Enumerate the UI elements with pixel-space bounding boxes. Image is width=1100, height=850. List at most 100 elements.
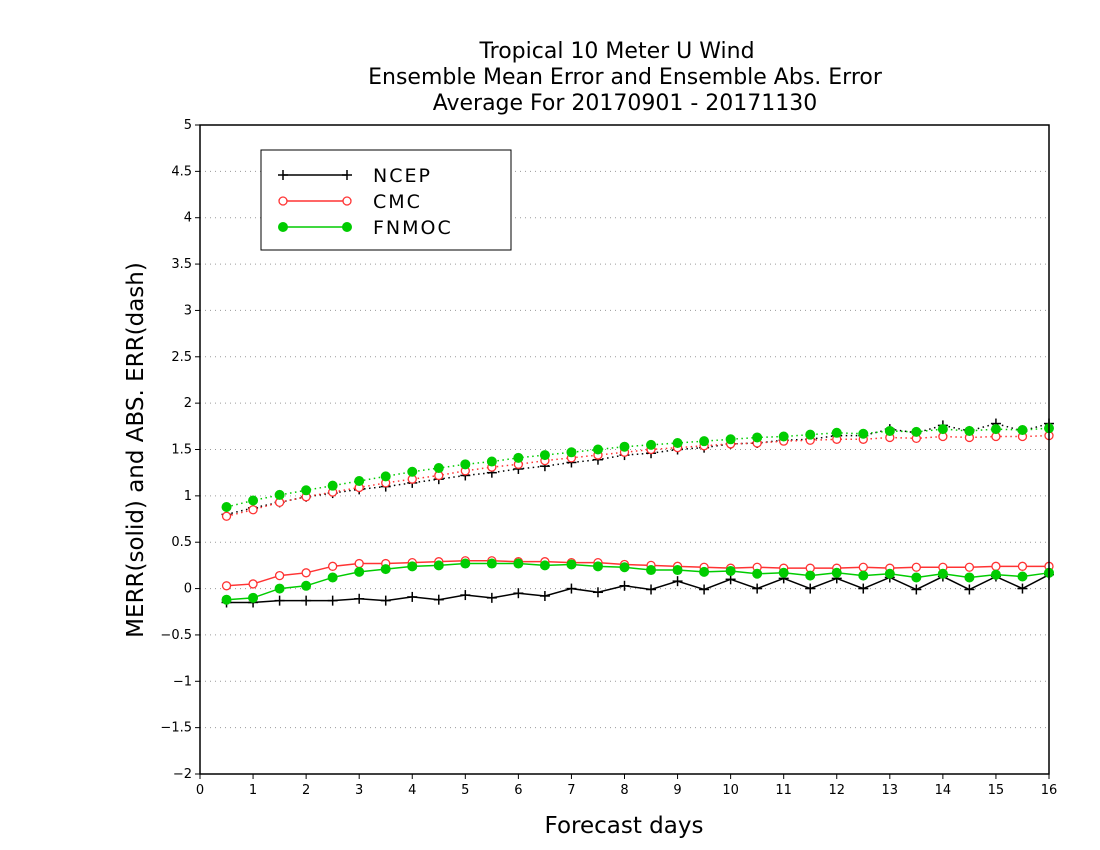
x-axis-ticks: 0 1 2 3 4 5 6 7 8 9 10 11 12 13 14 15 16	[196, 774, 1057, 798]
ncep-merr-point	[699, 584, 710, 595]
x-tick-label: 0	[196, 783, 204, 798]
legend-marker	[278, 196, 288, 206]
legend: NCEP CMC FNMOC	[260, 149, 512, 251]
ncep-merr-point	[646, 584, 657, 595]
ncep-merr-point	[592, 587, 603, 598]
legend-label: CMC	[373, 191, 422, 213]
series-layer	[221, 418, 1054, 608]
fnmoc-merr-point	[248, 592, 259, 603]
cmc-merr-point	[991, 561, 1001, 571]
fnmoc-merr-point	[433, 560, 444, 571]
legend-box	[260, 149, 512, 251]
fnmoc-abs-err-point	[460, 459, 471, 470]
fnmoc-merr-point	[354, 566, 365, 577]
fnmoc-merr-point	[274, 583, 285, 594]
chart-title-line-2: Ensemble Mean Error and Ensemble Abs. Er…	[368, 65, 883, 90]
legend-marker	[342, 196, 352, 206]
fnmoc-abs-err-point	[964, 425, 975, 436]
x-axis-label: Forecast days	[545, 813, 704, 839]
x-tick-label: 7	[567, 783, 575, 798]
legend-item-fnmoc: FNMOC	[278, 217, 453, 239]
x-tick-label: 3	[355, 783, 363, 798]
fnmoc-abs-err-point	[990, 424, 1001, 435]
fnmoc-abs-err-point	[380, 471, 391, 482]
ncep-merr-point	[380, 595, 391, 606]
legend-marker	[342, 170, 352, 180]
ncep-merr-point	[566, 583, 577, 594]
cmc-merr-point	[328, 561, 338, 571]
y-tick-label: 3.5	[171, 257, 192, 272]
ncep-merr-point	[513, 588, 524, 599]
legend-item-cmc: CMC	[278, 191, 422, 213]
fnmoc-abs-err-point	[699, 436, 710, 447]
y-tick-label: −0.5	[160, 628, 192, 643]
ncep-merr-point	[274, 595, 285, 606]
fnmoc-abs-err-point	[433, 463, 444, 474]
fnmoc-abs-err-point	[646, 439, 657, 450]
fnmoc-merr-point	[778, 567, 789, 578]
y-tick-label: −1	[173, 674, 192, 689]
chart-title-line-3: Average For 20170901 - 20171130	[433, 91, 818, 116]
ncep-merr-point	[672, 576, 683, 587]
cmc-abs-err-line	[226, 434, 1050, 517]
fnmoc-merr-point	[831, 567, 842, 578]
fnmoc-merr-point	[486, 558, 497, 569]
x-tick-label: 10	[722, 783, 739, 798]
fnmoc-abs-err-point	[539, 450, 550, 461]
x-tick-label: 5	[461, 783, 469, 798]
cmc-merr-point	[1017, 561, 1028, 571]
fnmoc-merr-point	[592, 561, 603, 572]
y-axis-ticks: 5 4.5 4 3.5 3 2.5 2 1.5 1 0.5 0 −0.5 −1 −1.5 −2	[160, 118, 200, 782]
y-tick-label: 2	[184, 396, 192, 411]
fnmoc-merr-point	[407, 561, 418, 572]
series-fnmoc	[221, 423, 1054, 605]
ncep-merr-point	[327, 595, 338, 606]
x-tick-label: 8	[620, 783, 628, 798]
fnmoc-abs-err-point	[248, 495, 259, 506]
cmc-merr-point	[301, 568, 311, 578]
series-cmc	[221, 430, 1054, 591]
legend-item-ncep: NCEP	[278, 165, 430, 187]
fnmoc-abs-err-point	[1017, 425, 1028, 436]
ncep-merr-point	[911, 584, 922, 595]
ncep-merr-point	[433, 594, 444, 605]
y-tick-label: −1.5	[160, 721, 192, 736]
fnmoc-merr-point	[884, 568, 895, 579]
legend-label: FNMOC	[373, 217, 453, 239]
chart-title: Tropical 10 Meter U Wind Ensemble Mean E…	[368, 39, 883, 116]
legend-marker	[278, 222, 288, 232]
fnmoc-merr-point	[964, 572, 975, 583]
ncep-merr-point	[460, 590, 471, 601]
fnmoc-merr-point	[380, 564, 391, 575]
x-tick-label: 14	[935, 783, 952, 798]
fnmoc-merr-point	[539, 560, 550, 571]
cmc-merr-point	[964, 562, 975, 572]
x-tick-label: 11	[775, 783, 792, 798]
fnmoc-merr-point	[672, 565, 683, 576]
y-tick-label: 4.5	[171, 164, 192, 179]
ncep-merr-point	[964, 584, 975, 595]
y-tick-label: 4	[184, 211, 192, 226]
y-tick-label: 3	[184, 303, 192, 318]
x-tick-label: 6	[514, 783, 522, 798]
fnmoc-abs-err-point	[672, 438, 683, 449]
ncep-merr-point	[1017, 583, 1028, 594]
fnmoc-merr-point	[460, 558, 471, 569]
fnmoc-abs-err-point	[407, 466, 418, 477]
x-tick-label: 2	[302, 783, 310, 798]
fnmoc-merr-line	[226, 562, 1050, 601]
fnmoc-merr-point	[301, 580, 312, 591]
fnmoc-merr-point	[1017, 571, 1028, 582]
cmc-abs-err-point	[248, 505, 258, 515]
x-tick-label: 16	[1041, 783, 1058, 798]
ncep-merr-point	[301, 595, 312, 606]
fnmoc-abs-err-point	[354, 476, 365, 487]
fnmoc-abs-err-line	[226, 427, 1050, 508]
cmc-merr-point	[354, 558, 364, 569]
y-tick-label: 5	[184, 118, 192, 133]
fnmoc-merr-point	[990, 569, 1001, 580]
fnmoc-abs-err-point	[221, 501, 232, 512]
ncep-merr-point	[805, 583, 816, 594]
cmc-abs-err-point	[221, 511, 232, 521]
fnmoc-abs-err-point	[752, 432, 763, 443]
